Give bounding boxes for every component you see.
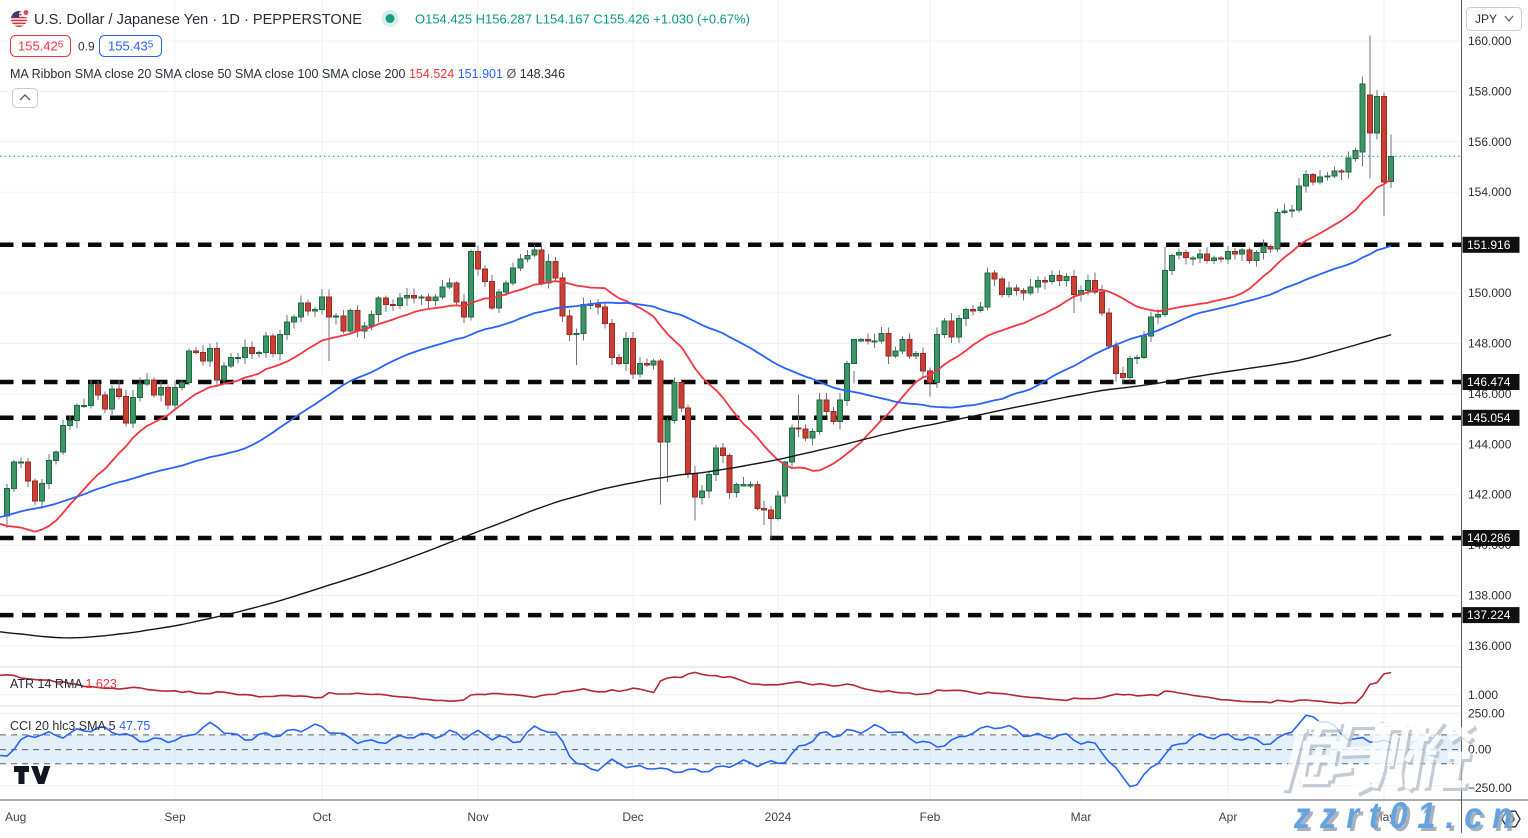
svg-text:May: May bbox=[1373, 810, 1396, 824]
svg-text:CCI 20 hlc3 SMA 5 47.75: CCI 20 hlc3 SMA 5 47.75 bbox=[10, 719, 150, 733]
svg-text:158.000: 158.000 bbox=[1468, 84, 1512, 98]
svg-text:150.000: 150.000 bbox=[1468, 286, 1512, 300]
svg-text:137.224: 137.224 bbox=[1467, 608, 1511, 622]
svg-text:zzrt01.cn: zzrt01.cn bbox=[1296, 798, 1525, 833]
svg-text:146.000: 146.000 bbox=[1468, 387, 1512, 401]
svg-text:0.9: 0.9 bbox=[78, 40, 95, 54]
svg-text:Oct: Oct bbox=[313, 810, 332, 824]
svg-text:250.00: 250.00 bbox=[1468, 706, 1505, 720]
svg-text:Aug: Aug bbox=[5, 810, 26, 824]
svg-text:145.054: 145.054 bbox=[1467, 411, 1511, 425]
svg-text:Dec: Dec bbox=[622, 810, 643, 824]
svg-text:MA Ribbon SMA close 20 SMA clo: MA Ribbon SMA close 20 SMA close 50 SMA … bbox=[10, 67, 565, 81]
svg-text:Feb: Feb bbox=[920, 810, 941, 824]
svg-text:160.000: 160.000 bbox=[1468, 34, 1512, 48]
svg-text:151.916: 151.916 bbox=[1467, 238, 1511, 252]
svg-text:1.000: 1.000 bbox=[1468, 688, 1498, 702]
svg-text:155.426: 155.426 bbox=[18, 39, 64, 54]
svg-text:Apr: Apr bbox=[1219, 810, 1238, 824]
svg-text:0.00: 0.00 bbox=[1468, 743, 1492, 757]
svg-text:148.000: 148.000 bbox=[1468, 337, 1512, 351]
svg-text:136.000: 136.000 bbox=[1468, 639, 1512, 653]
svg-text:2024: 2024 bbox=[765, 810, 792, 824]
svg-text:138.000: 138.000 bbox=[1468, 589, 1512, 603]
svg-text:−250.00: −250.00 bbox=[1468, 781, 1512, 795]
svg-text:Mar: Mar bbox=[1071, 810, 1092, 824]
svg-text:154.000: 154.000 bbox=[1468, 185, 1512, 199]
svg-text:156.000: 156.000 bbox=[1468, 135, 1512, 149]
svg-text:JPY: JPY bbox=[1475, 12, 1497, 26]
svg-text:U.S. Dollar / Japanese Yen · 1: U.S. Dollar / Japanese Yen · 1D · PEPPER… bbox=[34, 12, 362, 28]
svg-text:ATR 14 RMA 1.623: ATR 14 RMA 1.623 bbox=[10, 677, 117, 691]
svg-text:O154.425 H156.287 L154.167 C15: O154.425 H156.287 L154.167 C155.426 +1.0… bbox=[415, 12, 750, 27]
svg-text:144.000: 144.000 bbox=[1468, 437, 1512, 451]
svg-text:140.286: 140.286 bbox=[1467, 531, 1511, 545]
svg-text:zzrt01.cn: zzrt01.cn bbox=[1293, 795, 1522, 833]
svg-text:146.474: 146.474 bbox=[1467, 375, 1511, 389]
svg-text:155.435: 155.435 bbox=[108, 39, 154, 54]
svg-text:Sep: Sep bbox=[164, 810, 186, 824]
svg-text:Nov: Nov bbox=[467, 810, 488, 824]
svg-text:142.000: 142.000 bbox=[1468, 488, 1512, 502]
